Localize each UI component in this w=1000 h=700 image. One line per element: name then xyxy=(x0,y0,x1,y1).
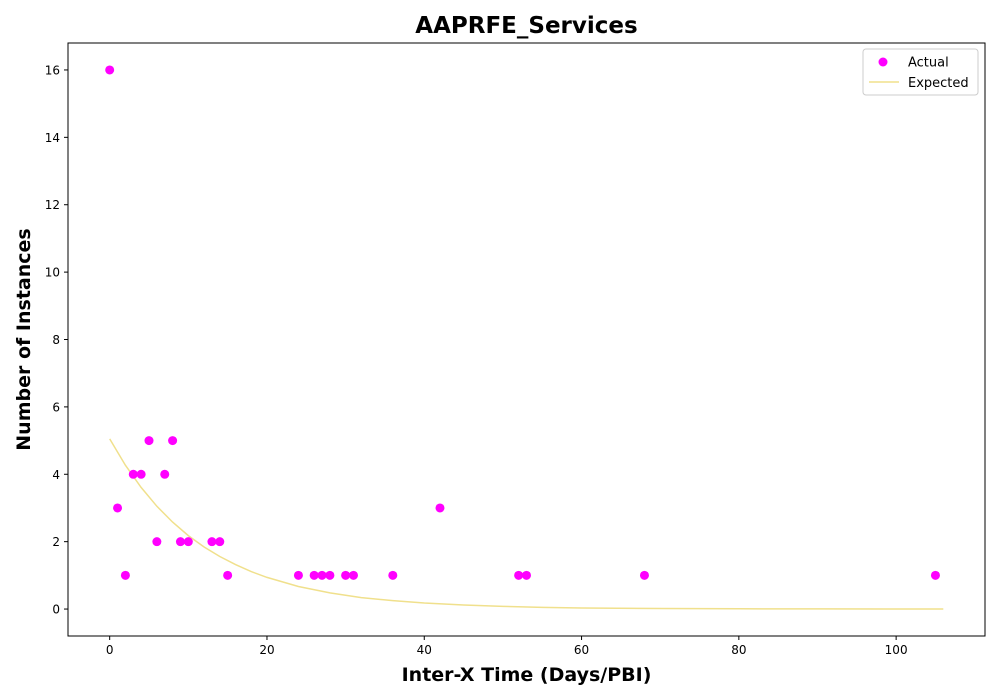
legend-marker-actual xyxy=(878,57,888,67)
actual-point xyxy=(388,570,398,580)
actual-point xyxy=(183,537,193,547)
y-tick-label: 10 xyxy=(45,266,60,280)
y-tick-label: 0 xyxy=(52,603,60,617)
actual-point xyxy=(514,570,524,580)
actual-point xyxy=(207,537,217,547)
actual-point xyxy=(309,570,319,580)
actual-point xyxy=(152,537,162,547)
actual-point xyxy=(341,570,351,580)
chart-title: AAPRFE_Services xyxy=(415,13,637,39)
y-tick-label: 6 xyxy=(52,400,60,414)
actual-point xyxy=(293,570,303,580)
y-tick-label: 2 xyxy=(52,535,60,549)
legend-box xyxy=(862,48,979,96)
x-tick-label: 40 xyxy=(417,643,432,657)
y-tick-label: 14 xyxy=(45,131,60,145)
actual-point xyxy=(113,503,123,513)
actual-point xyxy=(168,436,178,446)
expected-line xyxy=(109,438,944,610)
y-axis-ticks: 0 2 4 6 8 10 12 14 16 xyxy=(45,63,68,617)
legend-label-expected: Expected xyxy=(908,76,969,91)
actual-point xyxy=(317,570,327,580)
actual-point xyxy=(522,570,531,580)
x-axis-label: Inter-X Time (Days/PBI) xyxy=(402,664,652,686)
plot-marks xyxy=(105,65,944,610)
actual-point xyxy=(325,570,335,580)
actual-point xyxy=(930,570,940,580)
actual-point xyxy=(639,570,649,580)
actual-point xyxy=(348,570,358,580)
actual-point xyxy=(435,503,445,513)
actual-point xyxy=(120,570,130,580)
legend: Actual Expected xyxy=(862,48,979,96)
x-tick-label: 0 xyxy=(106,643,114,657)
y-tick-label: 16 xyxy=(45,63,60,77)
y-tick-label: 8 xyxy=(52,333,60,347)
y-tick-label: 4 xyxy=(52,468,60,482)
actual-point xyxy=(215,537,225,547)
x-tick-label: 20 xyxy=(259,643,274,657)
legend-label-actual: Actual xyxy=(908,56,949,71)
actual-point xyxy=(223,570,233,580)
actual-point xyxy=(105,65,115,75)
actual-point xyxy=(175,537,185,547)
y-tick-label: 12 xyxy=(45,198,60,212)
x-tick-label: 100 xyxy=(885,643,908,657)
actual-point xyxy=(144,436,154,446)
actual-point xyxy=(160,469,170,479)
actual-point xyxy=(128,469,138,479)
x-axis-ticks: 0 20 40 60 80 100 xyxy=(106,636,908,657)
x-tick-label: 80 xyxy=(731,643,746,657)
y-axis-label: Number of Instances xyxy=(13,228,35,450)
actual-point xyxy=(136,469,146,479)
x-tick-label: 60 xyxy=(574,643,589,657)
